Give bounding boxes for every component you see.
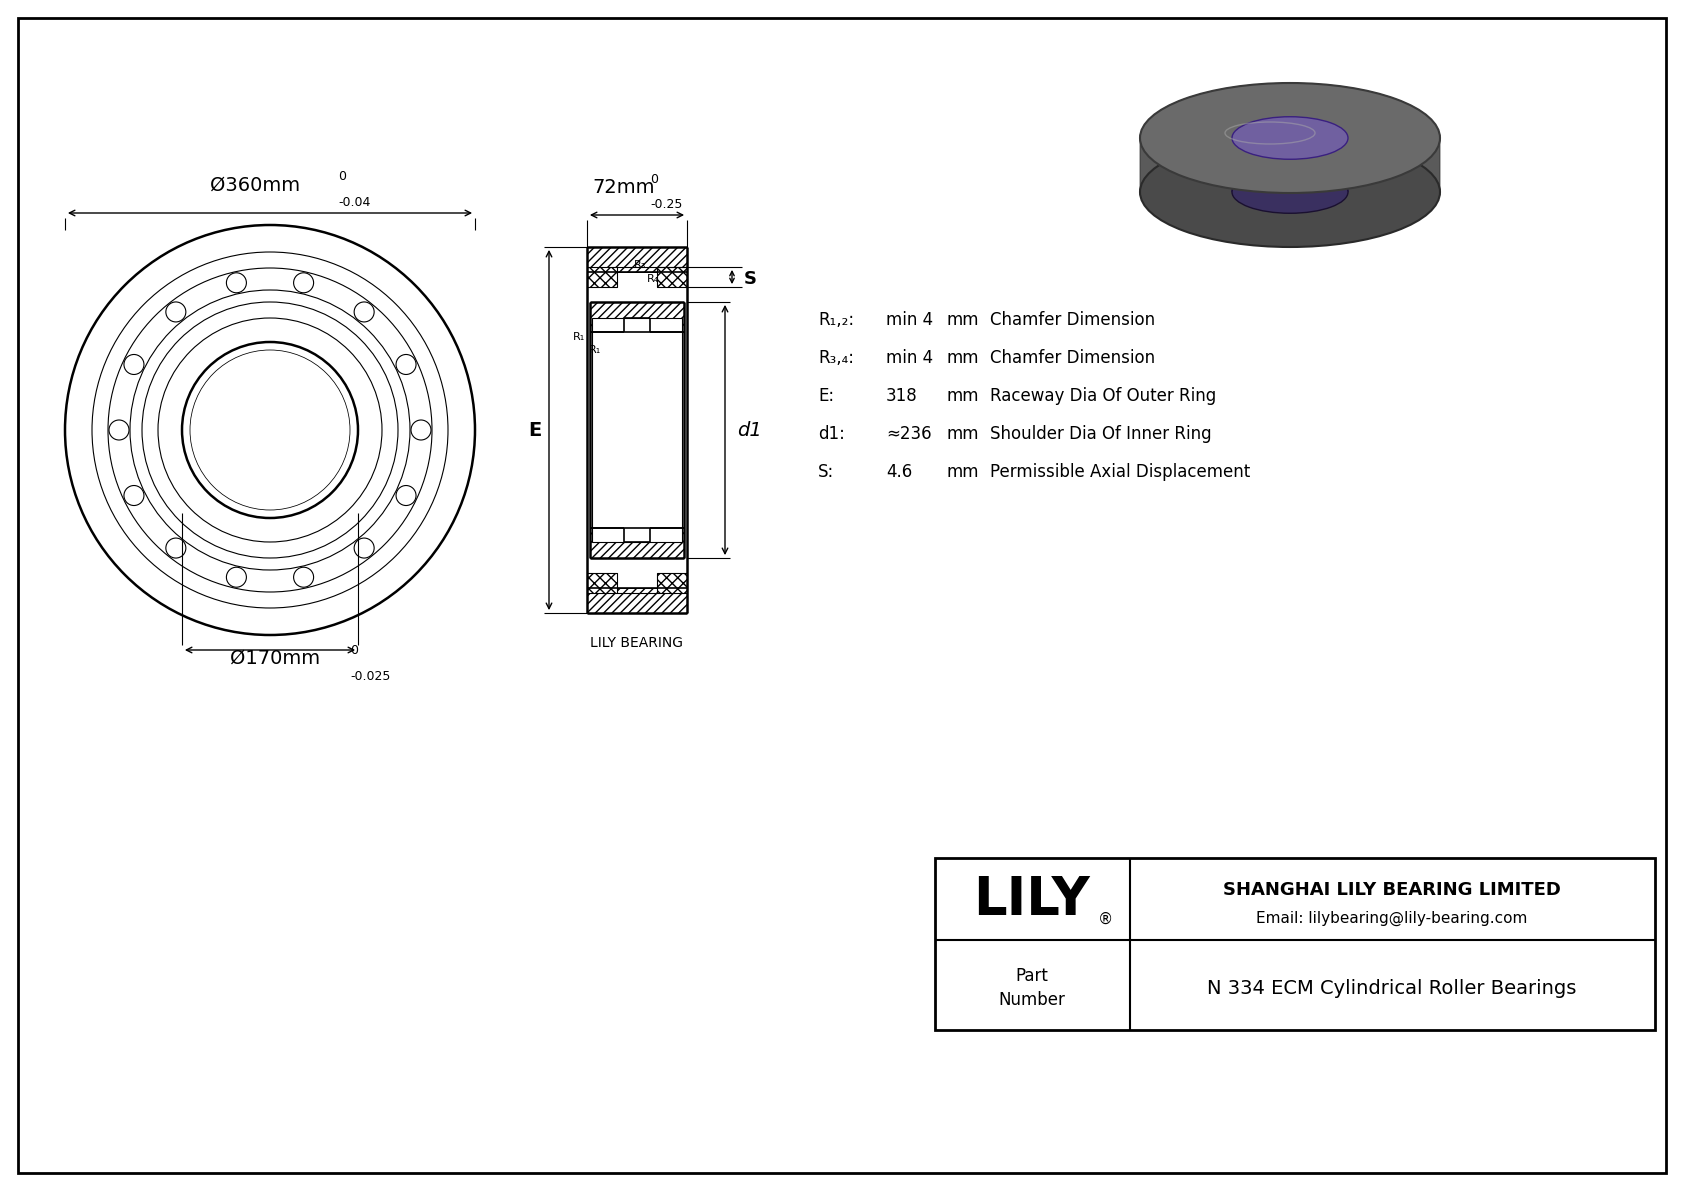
Circle shape [109,420,130,439]
Polygon shape [935,858,1655,1030]
Polygon shape [657,267,687,287]
Text: 0: 0 [350,644,359,657]
Circle shape [411,420,431,439]
Text: S:: S: [818,463,834,481]
Circle shape [226,567,246,587]
Text: mm: mm [946,349,978,367]
Text: Shoulder Dia Of Inner Ring: Shoulder Dia Of Inner Ring [990,425,1211,443]
Circle shape [396,486,416,505]
Polygon shape [657,573,687,593]
Text: ≈236: ≈236 [886,425,931,443]
Text: Raceway Dia Of Outer Ring: Raceway Dia Of Outer Ring [990,387,1216,405]
Text: SHANGHAI LILY BEARING LIMITED: SHANGHAI LILY BEARING LIMITED [1223,881,1561,899]
Text: E:: E: [818,387,834,405]
Text: 72mm: 72mm [593,177,655,197]
Ellipse shape [1140,137,1440,247]
Text: 4.6: 4.6 [886,463,913,481]
Text: Permissible Axial Displacement: Permissible Axial Displacement [990,463,1250,481]
Text: -0.04: -0.04 [338,197,370,208]
Circle shape [125,355,143,374]
Text: mm: mm [946,311,978,329]
Text: LILY: LILY [973,874,1090,925]
Polygon shape [588,573,616,593]
Text: mm: mm [946,463,978,481]
Text: Part
Number: Part Number [999,967,1066,1009]
Text: R₃: R₃ [633,260,647,270]
Text: LILY BEARING: LILY BEARING [591,636,684,650]
Ellipse shape [1140,83,1440,193]
Text: R₁: R₁ [573,332,584,342]
Circle shape [354,538,374,559]
Text: mm: mm [946,387,978,405]
Polygon shape [588,267,616,287]
Polygon shape [589,528,684,559]
Text: R₁: R₁ [589,345,601,355]
Ellipse shape [1233,170,1347,213]
Text: min 4: min 4 [886,349,933,367]
Text: 318: 318 [886,387,918,405]
Text: R₁,₂:: R₁,₂: [818,311,854,329]
Text: Ø360mm: Ø360mm [210,176,300,195]
Text: Email: lilybearing@lily-bearing.com: Email: lilybearing@lily-bearing.com [1256,910,1527,925]
Circle shape [293,273,313,293]
Text: N 334 ECM Cylindrical Roller Bearings: N 334 ECM Cylindrical Roller Bearings [1207,979,1576,998]
Polygon shape [1140,83,1440,192]
Text: Ø170mm: Ø170mm [231,649,320,668]
Polygon shape [589,303,684,332]
Text: ®: ® [1098,911,1113,927]
Text: -0.025: -0.025 [350,671,391,682]
Text: min 4: min 4 [886,311,933,329]
Circle shape [354,303,374,322]
Text: E: E [527,420,541,439]
Ellipse shape [1233,117,1347,160]
Circle shape [226,273,246,293]
Circle shape [396,355,416,374]
Circle shape [165,303,185,322]
Polygon shape [588,588,687,613]
Text: R₄: R₄ [647,274,658,283]
Text: d1:: d1: [818,425,845,443]
Polygon shape [1233,117,1347,192]
Circle shape [293,567,313,587]
Text: Chamfer Dimension: Chamfer Dimension [990,349,1155,367]
Polygon shape [593,318,682,542]
Text: 0: 0 [338,170,345,183]
Text: 0: 0 [650,173,658,186]
Text: S: S [744,270,758,288]
Text: mm: mm [946,425,978,443]
Circle shape [165,538,185,559]
Circle shape [125,486,143,505]
Polygon shape [588,247,687,272]
Text: Chamfer Dimension: Chamfer Dimension [990,311,1155,329]
Text: d1: d1 [738,420,761,439]
Text: R₃,₄:: R₃,₄: [818,349,854,367]
Text: -0.25: -0.25 [650,198,682,211]
